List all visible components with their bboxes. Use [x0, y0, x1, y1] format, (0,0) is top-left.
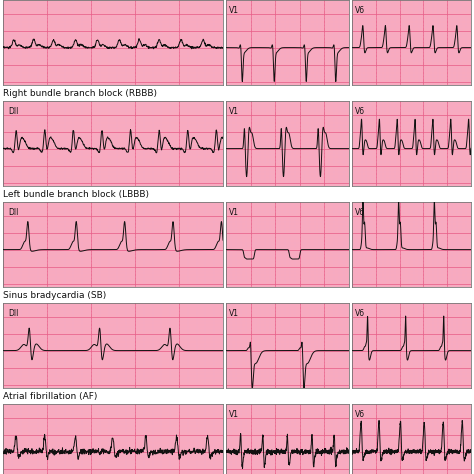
Text: V1: V1	[229, 410, 239, 419]
Text: Left bundle branch block (LBBB): Left bundle branch block (LBBB)	[3, 190, 149, 199]
Text: V1: V1	[229, 6, 239, 15]
Text: Sinus bradycardia (SB): Sinus bradycardia (SB)	[3, 291, 106, 300]
Text: V1: V1	[229, 107, 239, 116]
Text: V6: V6	[355, 208, 365, 217]
Text: V6: V6	[355, 410, 365, 419]
Text: DII: DII	[9, 208, 19, 217]
Text: V6: V6	[355, 6, 365, 15]
Text: DII: DII	[9, 309, 19, 318]
Text: V6: V6	[355, 309, 365, 318]
Text: V1: V1	[229, 309, 239, 318]
Text: Atrial fibrillation (AF): Atrial fibrillation (AF)	[3, 392, 97, 401]
Text: Right bundle branch block (RBBB): Right bundle branch block (RBBB)	[3, 89, 157, 98]
Text: DII: DII	[9, 107, 19, 116]
Text: V1: V1	[229, 208, 239, 217]
Text: V6: V6	[355, 107, 365, 116]
